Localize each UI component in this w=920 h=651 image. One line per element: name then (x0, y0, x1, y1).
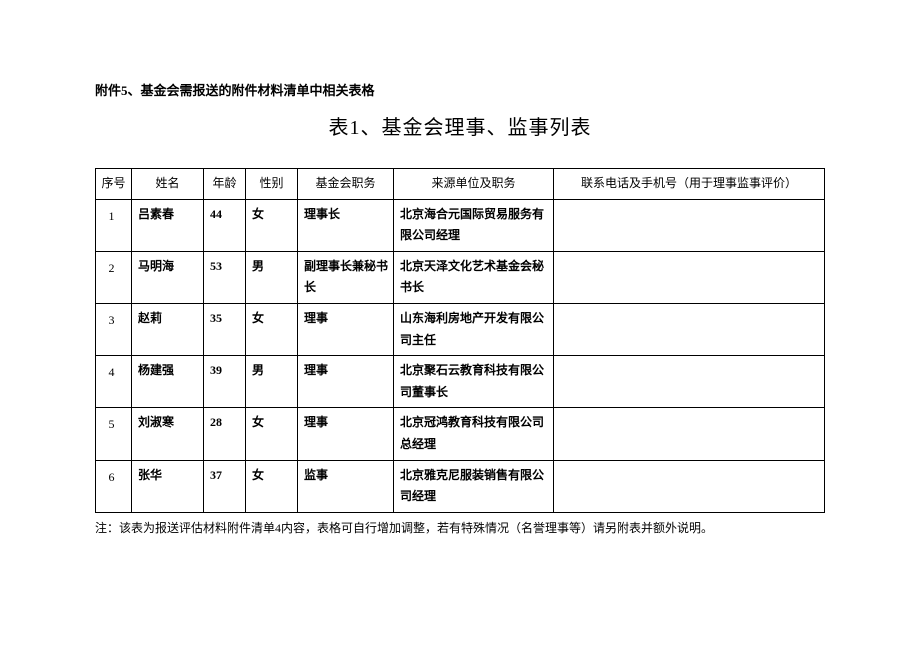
cell-contact (554, 460, 825, 512)
cell-name: 赵莉 (132, 303, 204, 355)
table-row: 1 吕素春 44 女 理事长 北京海合元国际贸易服务有限公司经理 (96, 199, 825, 251)
cell-index: 5 (96, 408, 132, 460)
footnote: 注：该表为报送评估材料附件清单4内容，表格可自行增加调整，若有特殊情况（名誉理事… (95, 519, 825, 538)
cell-age: 37 (204, 460, 246, 512)
cell-index: 3 (96, 303, 132, 355)
cell-contact (554, 408, 825, 460)
cell-position: 理事 (298, 356, 394, 408)
cell-source: 北京海合元国际贸易服务有限公司经理 (394, 199, 554, 251)
cell-gender: 女 (246, 408, 298, 460)
cell-gender: 女 (246, 199, 298, 251)
table-row: 5 刘淑寒 28 女 理事 北京冠鸿教育科技有限公司总经理 (96, 408, 825, 460)
cell-source: 山东海利房地产开发有限公司主任 (394, 303, 554, 355)
cell-source: 北京冠鸿教育科技有限公司总经理 (394, 408, 554, 460)
directors-table: 序号 姓名 年龄 性别 基金会职务 来源单位及职务 联系电话及手机号（用于理事监… (95, 168, 825, 513)
cell-gender: 男 (246, 251, 298, 303)
cell-gender: 男 (246, 356, 298, 408)
col-header-position: 基金会职务 (298, 169, 394, 200)
cell-contact (554, 251, 825, 303)
col-header-name: 姓名 (132, 169, 204, 200)
cell-contact (554, 356, 825, 408)
col-header-source: 来源单位及职务 (394, 169, 554, 200)
cell-source: 北京聚石云教育科技有限公司董事长 (394, 356, 554, 408)
cell-gender: 女 (246, 303, 298, 355)
cell-name: 吕素春 (132, 199, 204, 251)
cell-position: 监事 (298, 460, 394, 512)
cell-name: 杨建强 (132, 356, 204, 408)
table-row: 2 马明海 53 男 副理事长兼秘书长 北京天泽文化艺术基金会秘书长 (96, 251, 825, 303)
cell-source: 北京天泽文化艺术基金会秘书长 (394, 251, 554, 303)
cell-position: 副理事长兼秘书长 (298, 251, 394, 303)
cell-age: 35 (204, 303, 246, 355)
cell-position: 理事 (298, 303, 394, 355)
table-row: 3 赵莉 35 女 理事 山东海利房地产开发有限公司主任 (96, 303, 825, 355)
table-row: 4 杨建强 39 男 理事 北京聚石云教育科技有限公司董事长 (96, 356, 825, 408)
cell-age: 28 (204, 408, 246, 460)
cell-name: 刘淑寒 (132, 408, 204, 460)
cell-age: 44 (204, 199, 246, 251)
cell-position: 理事 (298, 408, 394, 460)
cell-name: 张华 (132, 460, 204, 512)
cell-contact (554, 199, 825, 251)
table-header-row: 序号 姓名 年龄 性别 基金会职务 来源单位及职务 联系电话及手机号（用于理事监… (96, 169, 825, 200)
cell-name: 马明海 (132, 251, 204, 303)
attachment-label: 附件5、基金会需报送的附件材料清单中相关表格 (95, 80, 825, 99)
cell-index: 2 (96, 251, 132, 303)
col-header-gender: 性别 (246, 169, 298, 200)
cell-position: 理事长 (298, 199, 394, 251)
page-title: 表1、基金会理事、监事列表 (95, 111, 825, 140)
cell-age: 53 (204, 251, 246, 303)
cell-source: 北京雅克尼服装销售有限公司经理 (394, 460, 554, 512)
col-header-contact: 联系电话及手机号（用于理事监事评价） (554, 169, 825, 200)
table-body: 1 吕素春 44 女 理事长 北京海合元国际贸易服务有限公司经理 2 马明海 5… (96, 199, 825, 512)
cell-contact (554, 303, 825, 355)
col-header-index: 序号 (96, 169, 132, 200)
cell-index: 1 (96, 199, 132, 251)
cell-index: 6 (96, 460, 132, 512)
cell-index: 4 (96, 356, 132, 408)
table-row: 6 张华 37 女 监事 北京雅克尼服装销售有限公司经理 (96, 460, 825, 512)
cell-gender: 女 (246, 460, 298, 512)
col-header-age: 年龄 (204, 169, 246, 200)
cell-age: 39 (204, 356, 246, 408)
